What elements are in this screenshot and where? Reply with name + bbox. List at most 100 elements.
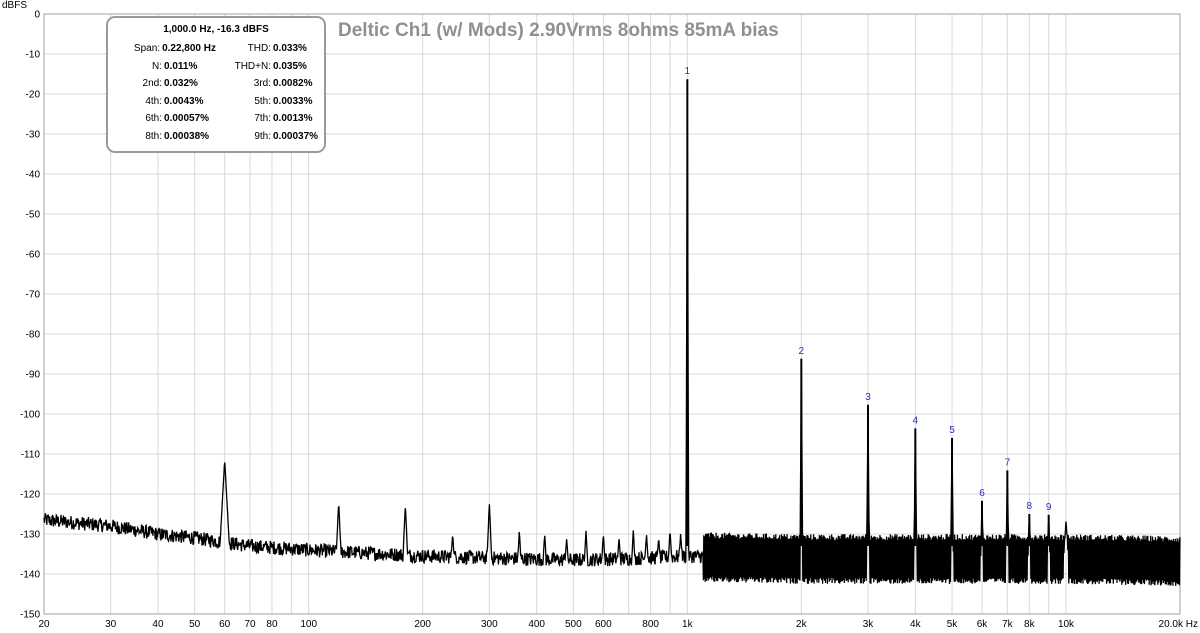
harmonic-marker-label: 1 — [685, 66, 691, 77]
info-label: 2nd: — [142, 78, 162, 90]
y-tick-label: -110 — [21, 450, 41, 461]
harmonic-marker-label: 4 — [913, 415, 919, 426]
y-tick-label: 0 — [34, 10, 40, 21]
harmonic-markers: 1 2 3 4 5 6 7 8 9 — [685, 66, 1052, 546]
info-label: 7th: — [254, 113, 271, 125]
info-cell: 6th: 0.00057% — [108, 113, 216, 124]
x-tick-label: 60 — [219, 619, 231, 630]
info-value: 0.00037% — [273, 130, 319, 142]
plot-frame — [43, 13, 1181, 615]
info-value: 0.00057% — [164, 113, 210, 125]
x-tick-label: 30 — [105, 619, 117, 630]
harmonic-marker-label: 5 — [949, 425, 955, 436]
info-cell: 7th: 0.0013% — [216, 113, 324, 124]
y-tick-label: -20 — [26, 90, 41, 101]
info-row: 2nd: 0.032% 3rd: 0.0082% — [108, 75, 324, 93]
info-value: 0.032% — [164, 78, 198, 90]
x-tick-label: 300 — [481, 619, 498, 630]
x-tick-label: 10k — [1058, 619, 1075, 630]
y-tick-label: -120 — [20, 490, 40, 501]
x-tick-label: 200 — [414, 619, 431, 630]
y-tick-label: -150 — [20, 610, 40, 621]
info-label: 3rd: — [253, 78, 271, 90]
info-label: 6th: — [145, 113, 162, 125]
x-tick-label: 600 — [595, 619, 612, 630]
x-axis-ticks: 20 30 40 50 60 70 80 100 200 300 400 500 600 800 1k 2k 3… — [38, 619, 1198, 630]
y-tick-label: -10 — [26, 50, 41, 61]
info-label: 5th: — [254, 95, 271, 107]
y-tick-label: -80 — [26, 330, 41, 341]
x-tick-label: 6k — [977, 619, 989, 630]
info-box-header: 1,000.0 Hz, -16.3 dBFS — [163, 24, 269, 35]
x-tick-label: 500 — [565, 619, 582, 630]
info-value: 0.035% — [273, 60, 307, 72]
x-tick-label: 5k — [947, 619, 959, 630]
info-label: N: — [152, 60, 162, 72]
measurement-info-box[interactable]: 1,000.0 Hz, -16.3 dBFS Span: 0.22,800 Hz T… — [106, 16, 326, 153]
info-label: 8th: — [145, 130, 162, 142]
info-value: 0.0043% — [164, 95, 204, 107]
spectrum-trace — [43, 109, 1181, 586]
info-row: N: 0.011% THD+N: 0.035% — [108, 58, 324, 76]
y-tick-label: -40 — [26, 170, 41, 181]
x-tick-label: 4k — [910, 619, 922, 630]
x-tick-label: 800 — [642, 619, 659, 630]
info-cell: 3rd: 0.0082% — [216, 78, 324, 89]
x-tick-label: 1k — [682, 619, 694, 630]
info-cell: 2nd: 0.032% — [108, 78, 216, 89]
spectrum-line — [43, 109, 1181, 586]
info-cell: 5th: 0.0033% — [216, 96, 324, 107]
x-tick-label: 7k — [1002, 619, 1014, 630]
info-row: 6th: 0.00057% 7th: 0.0013% — [108, 110, 324, 128]
info-value: 0.0013% — [273, 113, 313, 125]
info-cell: THD: 0.033% — [216, 43, 324, 54]
info-box-rows: Span: 0.22,800 Hz THD: 0.033% N: 0.011% THD+N:… — [108, 40, 324, 145]
y-tick-label: -90 — [26, 370, 41, 381]
harmonic-marker-label: 8 — [1027, 501, 1033, 512]
y-tick-label: -30 — [26, 130, 41, 141]
x-tick-label: 20 — [38, 619, 50, 630]
x-tick-label: 40 — [152, 619, 164, 630]
info-value: 0.22,800 Hz — [162, 43, 216, 55]
info-cell: Span: 0.22,800 Hz — [108, 43, 216, 54]
info-cell: 8th: 0.00038% — [108, 131, 216, 142]
info-cell: THD+N: 0.035% — [216, 61, 324, 72]
info-value: 0.00038% — [164, 130, 210, 142]
x-tick-label: 400 — [528, 619, 545, 630]
x-tick-label: 100 — [300, 619, 317, 630]
info-row: Span: 0.22,800 Hz THD: 0.033% — [108, 40, 324, 58]
info-label: Span: — [133, 43, 161, 55]
x-tick-label: 20.0k Hz — [1159, 619, 1198, 630]
x-tick-label: 3k — [863, 619, 875, 630]
info-label: 9th: — [254, 130, 271, 142]
info-cell: 4th: 0.0043% — [108, 96, 216, 107]
info-row: 4th: 0.0043% 5th: 0.0033% — [108, 93, 324, 111]
harmonic-marker-label: 7 — [1005, 457, 1011, 468]
harmonic-marker-label: 6 — [979, 488, 985, 499]
y-tick-label: -130 — [20, 530, 40, 541]
x-tick-label: 2k — [796, 619, 808, 630]
y-tick-label: -60 — [26, 250, 41, 261]
info-row: 8th: 0.00038% 9th: 0.00037% — [108, 128, 324, 146]
harmonic-marker-label: 2 — [799, 346, 805, 357]
chart-title: Deltic Ch1 (w/ Mods) 2.90Vrms 8ohms 85mA… — [338, 20, 779, 41]
x-tick-label: 80 — [266, 619, 278, 630]
info-label: THD: — [247, 43, 271, 55]
info-cell: 9th: 0.00037% — [216, 131, 324, 142]
y-axis-ticks: 0 -10 -20 -30 -40 -50 -60 -70 -80 -90 -100 -110 -120… — [20, 10, 40, 621]
y-axis-label: dBFS — [2, 0, 27, 11]
y-tick-label: -70 — [26, 290, 41, 301]
info-cell: N: 0.011% — [108, 61, 216, 72]
x-tick-label: 8k — [1024, 619, 1036, 630]
info-value: 0.0033% — [273, 95, 313, 107]
y-tick-label: -140 — [20, 570, 40, 581]
info-label: 4th: — [145, 95, 162, 107]
harmonic-marker-label: 9 — [1046, 502, 1052, 513]
x-tick-label: 70 — [244, 619, 256, 630]
info-value: 0.033% — [273, 43, 307, 55]
y-tick-label: -50 — [26, 210, 41, 221]
info-value: 0.011% — [164, 60, 198, 72]
x-tick-label: 50 — [189, 619, 201, 630]
info-value: 0.0082% — [273, 78, 313, 90]
info-label: THD+N: — [234, 60, 271, 72]
